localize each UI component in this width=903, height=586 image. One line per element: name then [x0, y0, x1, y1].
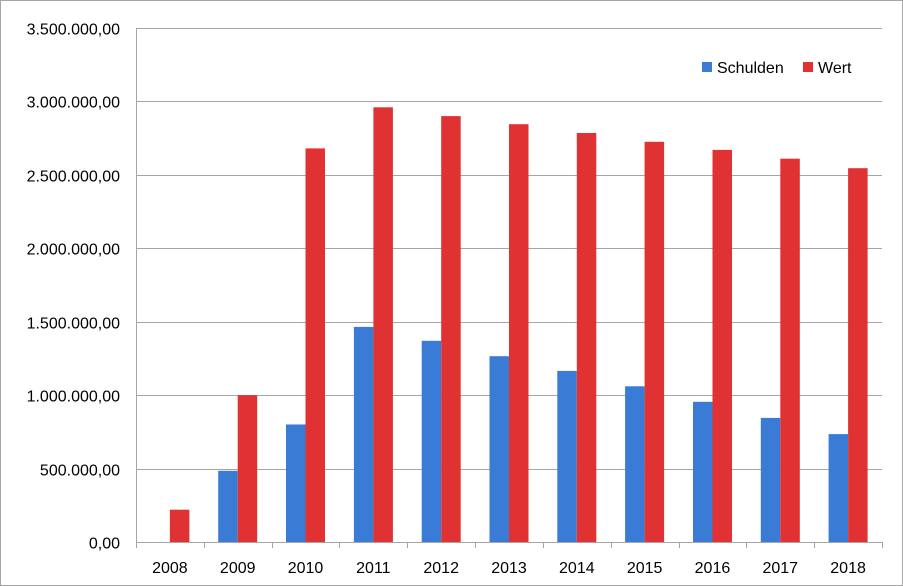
y-tick-label: 1.500.000,00 — [27, 316, 121, 333]
bar-schulden-2009 — [218, 470, 238, 542]
x-tick-label: 2011 — [356, 560, 391, 577]
x-tick-label: 2008 — [152, 560, 188, 577]
y-axis-tick-labels: 0,00 500.000,00 1.000.000,00 1.500.000,00 2.… — [27, 22, 121, 553]
y-tick-label: 2.500.000,00 — [27, 169, 121, 186]
legend-label-wert: Wert — [818, 60, 852, 77]
bar-schulden-2016 — [693, 401, 713, 542]
bars — [169, 107, 868, 543]
y-tick-label: 0,00 — [89, 536, 120, 553]
bar-wert-2008 — [169, 509, 190, 542]
x-tick-label: 2013 — [491, 560, 527, 577]
bar-wert-2012 — [441, 116, 461, 542]
bar-wert-2016 — [712, 149, 732, 542]
bar-schulden-2011 — [353, 326, 374, 542]
bar-schulden-2018 — [828, 434, 849, 542]
bar-wert-2017 — [780, 158, 800, 542]
legend-swatch-schulden — [702, 62, 712, 72]
y-tick-label: 3.000.000,00 — [27, 95, 121, 112]
bar-schulden-2013 — [489, 356, 509, 542]
x-tick-label: 2017 — [762, 560, 798, 577]
bar-schulden-2014 — [557, 370, 577, 542]
x-tick-label: 2015 — [627, 560, 663, 577]
y-tick-label: 500.000,00 — [40, 463, 120, 480]
x-tick-label: 2014 — [559, 560, 595, 577]
x-tick-label: 2009 — [220, 560, 256, 577]
legend: Schulden Wert — [702, 60, 852, 77]
y-tick-label: 2.000.000,00 — [27, 242, 121, 259]
bar-schulden-2012 — [421, 340, 442, 542]
bar-schulden-2015 — [625, 386, 645, 542]
bar-wert-2013 — [509, 124, 529, 542]
x-axis-tick-labels: 2008 2009 2010 2011 2012 2013 2014 2015 2016 2017… — [152, 560, 866, 577]
bar-wert-2009 — [237, 395, 258, 542]
x-tick-label: 2018 — [830, 560, 866, 577]
legend-label-schulden: Schulden — [717, 60, 784, 77]
x-tick-label: 2016 — [695, 560, 731, 577]
bar-schulden-2017 — [760, 417, 781, 542]
bar-schulden-2010 — [286, 424, 306, 542]
y-tick-label: 1.000.000,00 — [27, 389, 121, 406]
bar-wert-2010 — [305, 148, 325, 542]
x-tick-label: 2012 — [423, 560, 459, 577]
bar-wert-2011 — [373, 107, 393, 543]
bar-wert-2015 — [644, 141, 665, 543]
axes — [136, 28, 883, 548]
y-tick-label: 3.500.000,00 — [27, 22, 121, 39]
bar-wert-2018 — [848, 168, 868, 542]
x-tick-label: 2010 — [288, 560, 324, 577]
bar-wert-2014 — [576, 133, 597, 542]
legend-swatch-wert — [803, 62, 813, 72]
